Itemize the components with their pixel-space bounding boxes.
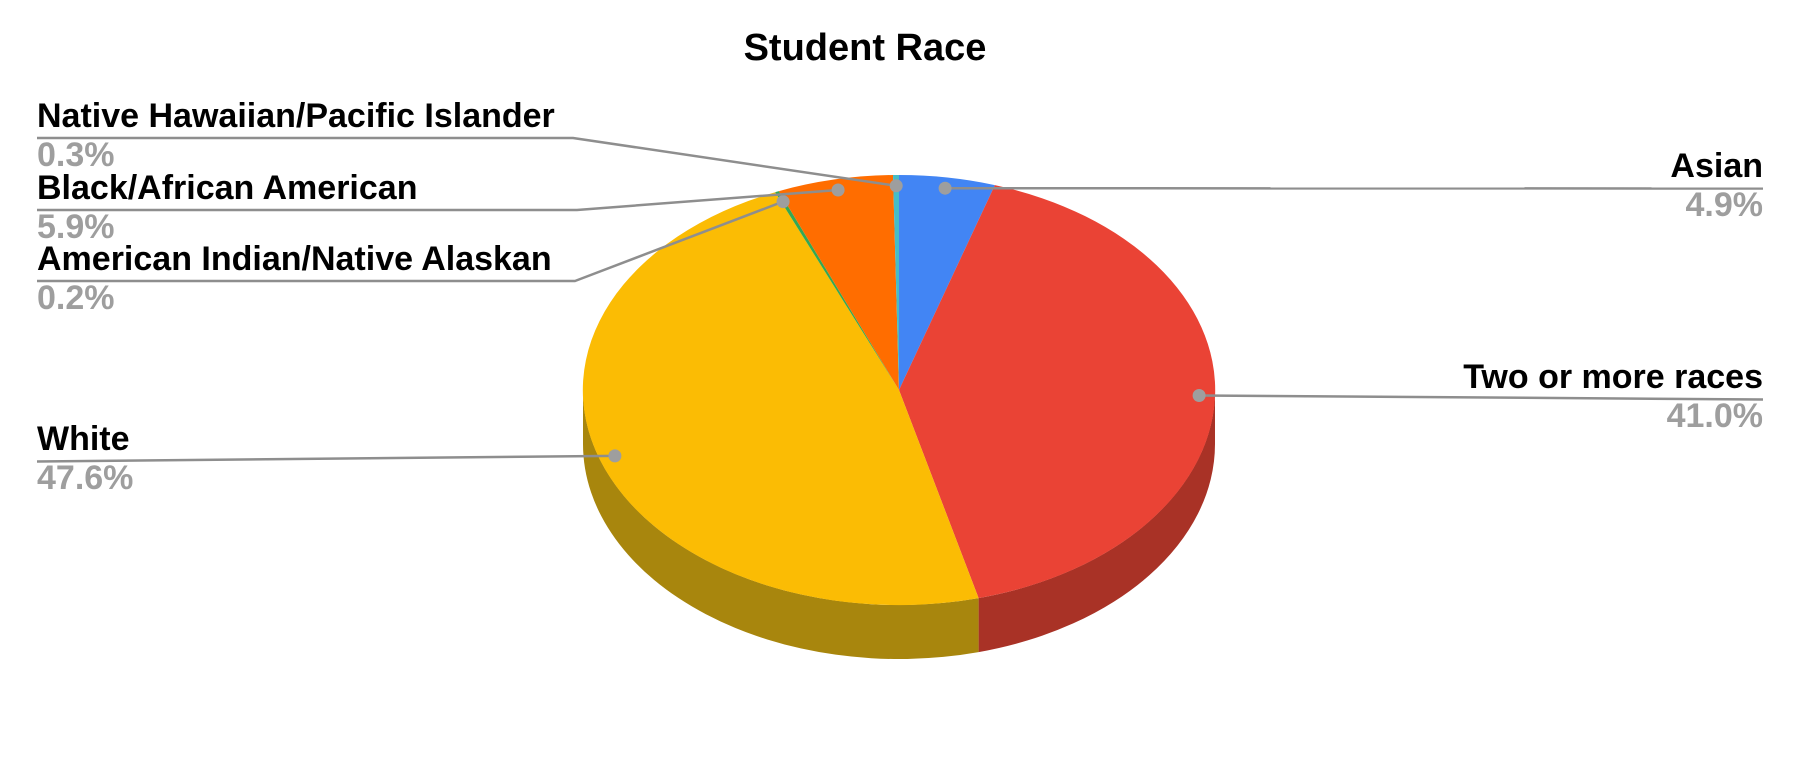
leader-line-black-african-american (37, 188, 839, 212)
callout-label-asian: Asian (1670, 147, 1763, 185)
callout-label-american-indian-native-alaskan: American Indian/Native Alaskan (37, 240, 552, 278)
callout-pct-asian: 4.9% (1685, 186, 1764, 224)
leader-dot-native-hawaiian-pacific-islander (889, 179, 903, 193)
pie-slice-american-indian-native-alaskan[interactable] (775, 191, 899, 390)
leader-dot-white (608, 449, 622, 463)
leader-line-american-indian-native-alaskan (37, 200, 784, 283)
leader-line-white (36, 454, 615, 463)
pie-side-white (583, 390, 979, 660)
pie-side-two-or-more-races (978, 390, 1215, 653)
pie-slice-two-or-more-races[interactable] (899, 185, 1216, 599)
leader-line-native-hawaiian-pacific-islander (37, 136, 897, 188)
callout-label-native-hawaiian-pacific-islander: Native Hawaiian/Pacific Islander (37, 97, 555, 135)
callout-pct-black-african-american: 5.9% (37, 208, 115, 246)
leader-dot-two-or-more-races (1192, 389, 1206, 402)
pie-slice-asian[interactable] (899, 174, 995, 390)
leader-dot-black-african-american (831, 183, 845, 197)
callout-pct-native-hawaiian-pacific-islander: 0.3% (37, 136, 115, 174)
leader-dot-american-indian-native-alaskan (776, 195, 790, 209)
callout-label-black-african-american: Black/African American (37, 169, 418, 207)
callout-label-white: White (37, 420, 130, 458)
pie-slice-native-hawaiian-pacific-islander[interactable] (893, 174, 899, 390)
leader-line-two-or-more-races (1199, 394, 1764, 401)
callout-pct-white: 47.6% (37, 459, 134, 497)
callout-label-two-or-more-races: Two or more races (1463, 358, 1763, 396)
pie-slice-white[interactable] (582, 192, 979, 606)
chart-title: Student Race (743, 27, 987, 69)
callout-pct-two-or-more-races: 41.0% (1666, 397, 1763, 435)
callout-pct-american-indian-native-alaskan: 0.2% (37, 279, 115, 317)
leader-dot-asian (938, 181, 952, 195)
pie-slice-black-african-american[interactable] (778, 175, 899, 390)
